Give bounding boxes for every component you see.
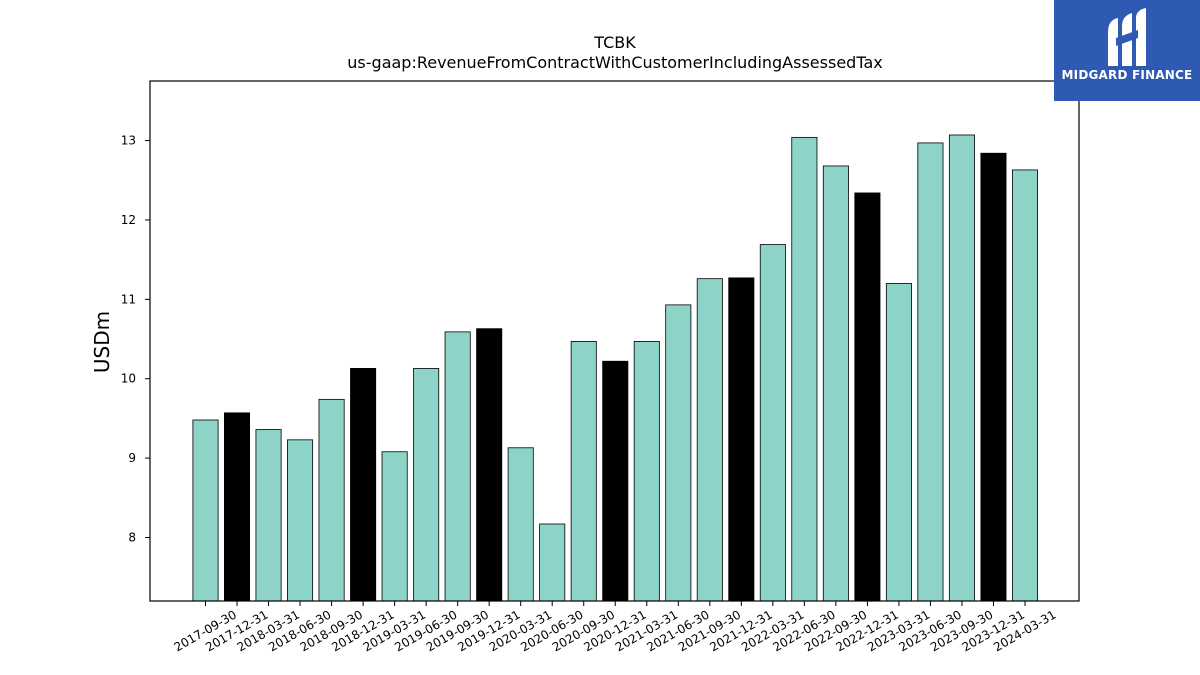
bar-2018-09-30 xyxy=(318,398,345,602)
y-tick-label: 12 xyxy=(121,213,136,227)
bar-2020-06-30 xyxy=(539,523,566,602)
chart-subtitle: us-gaap:RevenueFromContractWithCustomerI… xyxy=(347,53,882,72)
bar-2021-09-30 xyxy=(696,278,723,602)
bar-2023-09-30 xyxy=(948,134,975,602)
y-axis-label: USDm xyxy=(90,311,114,373)
bar-2019-09-30 xyxy=(444,331,471,602)
bar-2023-03-31 xyxy=(885,283,912,602)
bar-2017-09-30 xyxy=(192,419,219,602)
chart-title: TCBK xyxy=(593,33,636,52)
bar-2020-03-31 xyxy=(507,447,534,602)
bar-2024-03-31 xyxy=(1011,169,1039,602)
midgard-finance-logo: MIDGARD FINANCE xyxy=(1054,0,1200,101)
plot-frame xyxy=(149,80,1080,602)
bar-2020-12-31 xyxy=(602,360,629,602)
logo-text: MIDGARD FINANCE xyxy=(1061,68,1193,82)
bar-2021-03-31 xyxy=(633,340,660,602)
bar-2022-12-31 xyxy=(854,192,881,602)
bar-2022-03-31 xyxy=(759,244,786,602)
bar-2023-06-30 xyxy=(917,142,944,602)
y-tick-label: 11 xyxy=(121,292,136,306)
bar-2017-12-31 xyxy=(224,412,251,602)
bars-group xyxy=(192,134,1039,602)
x-axis-ticks: 2017-09-302017-12-312018-03-312018-06-30… xyxy=(172,601,1059,654)
bar-2018-06-30 xyxy=(287,439,314,602)
bar-2022-09-30 xyxy=(822,165,849,602)
bar-2018-12-31 xyxy=(350,367,377,602)
bar-2019-06-30 xyxy=(413,367,440,602)
y-axis-ticks: 8 9 10 11 12 13 xyxy=(121,134,150,544)
bar-2020-09-30 xyxy=(570,340,597,602)
bar-2021-06-30 xyxy=(665,304,692,602)
y-tick-label: 8 xyxy=(128,530,136,544)
bar-2021-12-31 xyxy=(728,277,755,602)
bar-2018-03-31 xyxy=(255,429,282,602)
y-tick-label: 9 xyxy=(128,451,136,465)
bar-2019-03-31 xyxy=(381,451,408,602)
y-tick-label: 10 xyxy=(121,372,136,386)
y-tick-label: 13 xyxy=(121,134,136,148)
midgard-logo-icon xyxy=(1108,8,1146,66)
bar-2019-12-31 xyxy=(476,328,503,602)
bar-2022-06-30 xyxy=(791,136,818,602)
bar-2023-12-31 xyxy=(980,152,1007,602)
